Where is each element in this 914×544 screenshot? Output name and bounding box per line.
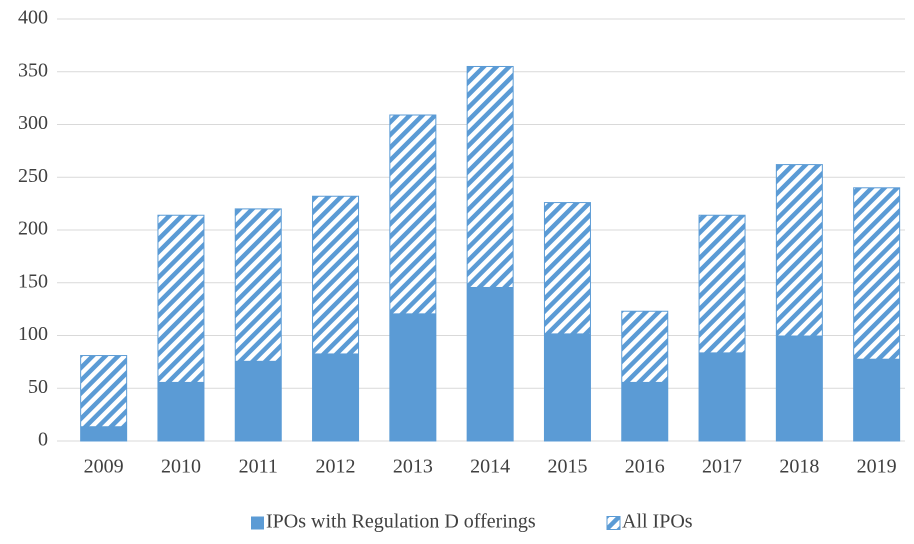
legend-label: IPOs with Regulation D offerings: [266, 511, 536, 533]
x-tick-label: 2013: [393, 456, 433, 478]
y-tick-label: 200: [18, 218, 48, 240]
x-tick-label: 2019: [857, 456, 897, 478]
x-tick-label: 2017: [702, 456, 742, 478]
bar: [544, 333, 591, 441]
y-tick-label: 400: [18, 7, 48, 29]
x-tick-label: 2012: [316, 456, 356, 478]
y-tick-label: 100: [18, 323, 48, 345]
bar: [621, 381, 668, 441]
x-tick-label: 2009: [84, 456, 124, 478]
y-tick-label: 0: [38, 429, 48, 451]
legend-label: All IPOs: [622, 511, 693, 533]
bar: [312, 353, 359, 441]
x-tick-label: 2011: [239, 456, 278, 478]
y-tick-label: 250: [18, 165, 48, 187]
x-tick-label: 2014: [470, 456, 510, 478]
bar: [853, 358, 900, 441]
bar: [80, 426, 127, 441]
bar: [157, 381, 204, 441]
y-tick-label: 350: [18, 59, 48, 81]
bar: [235, 360, 282, 441]
x-tick-label: 2015: [547, 456, 587, 478]
y-tick-label: 300: [18, 112, 48, 134]
legend-swatch: [251, 516, 264, 530]
x-tick-label: 2010: [161, 456, 201, 478]
bar: [389, 313, 436, 441]
y-tick-label: 50: [28, 376, 48, 398]
x-tick-label: 2018: [779, 456, 819, 478]
bar: [699, 352, 746, 441]
y-tick-label: 150: [18, 270, 48, 292]
bar: [467, 286, 514, 441]
legend-swatch: [606, 516, 621, 530]
bar: [776, 335, 823, 441]
x-tick-label: 2016: [625, 456, 665, 478]
